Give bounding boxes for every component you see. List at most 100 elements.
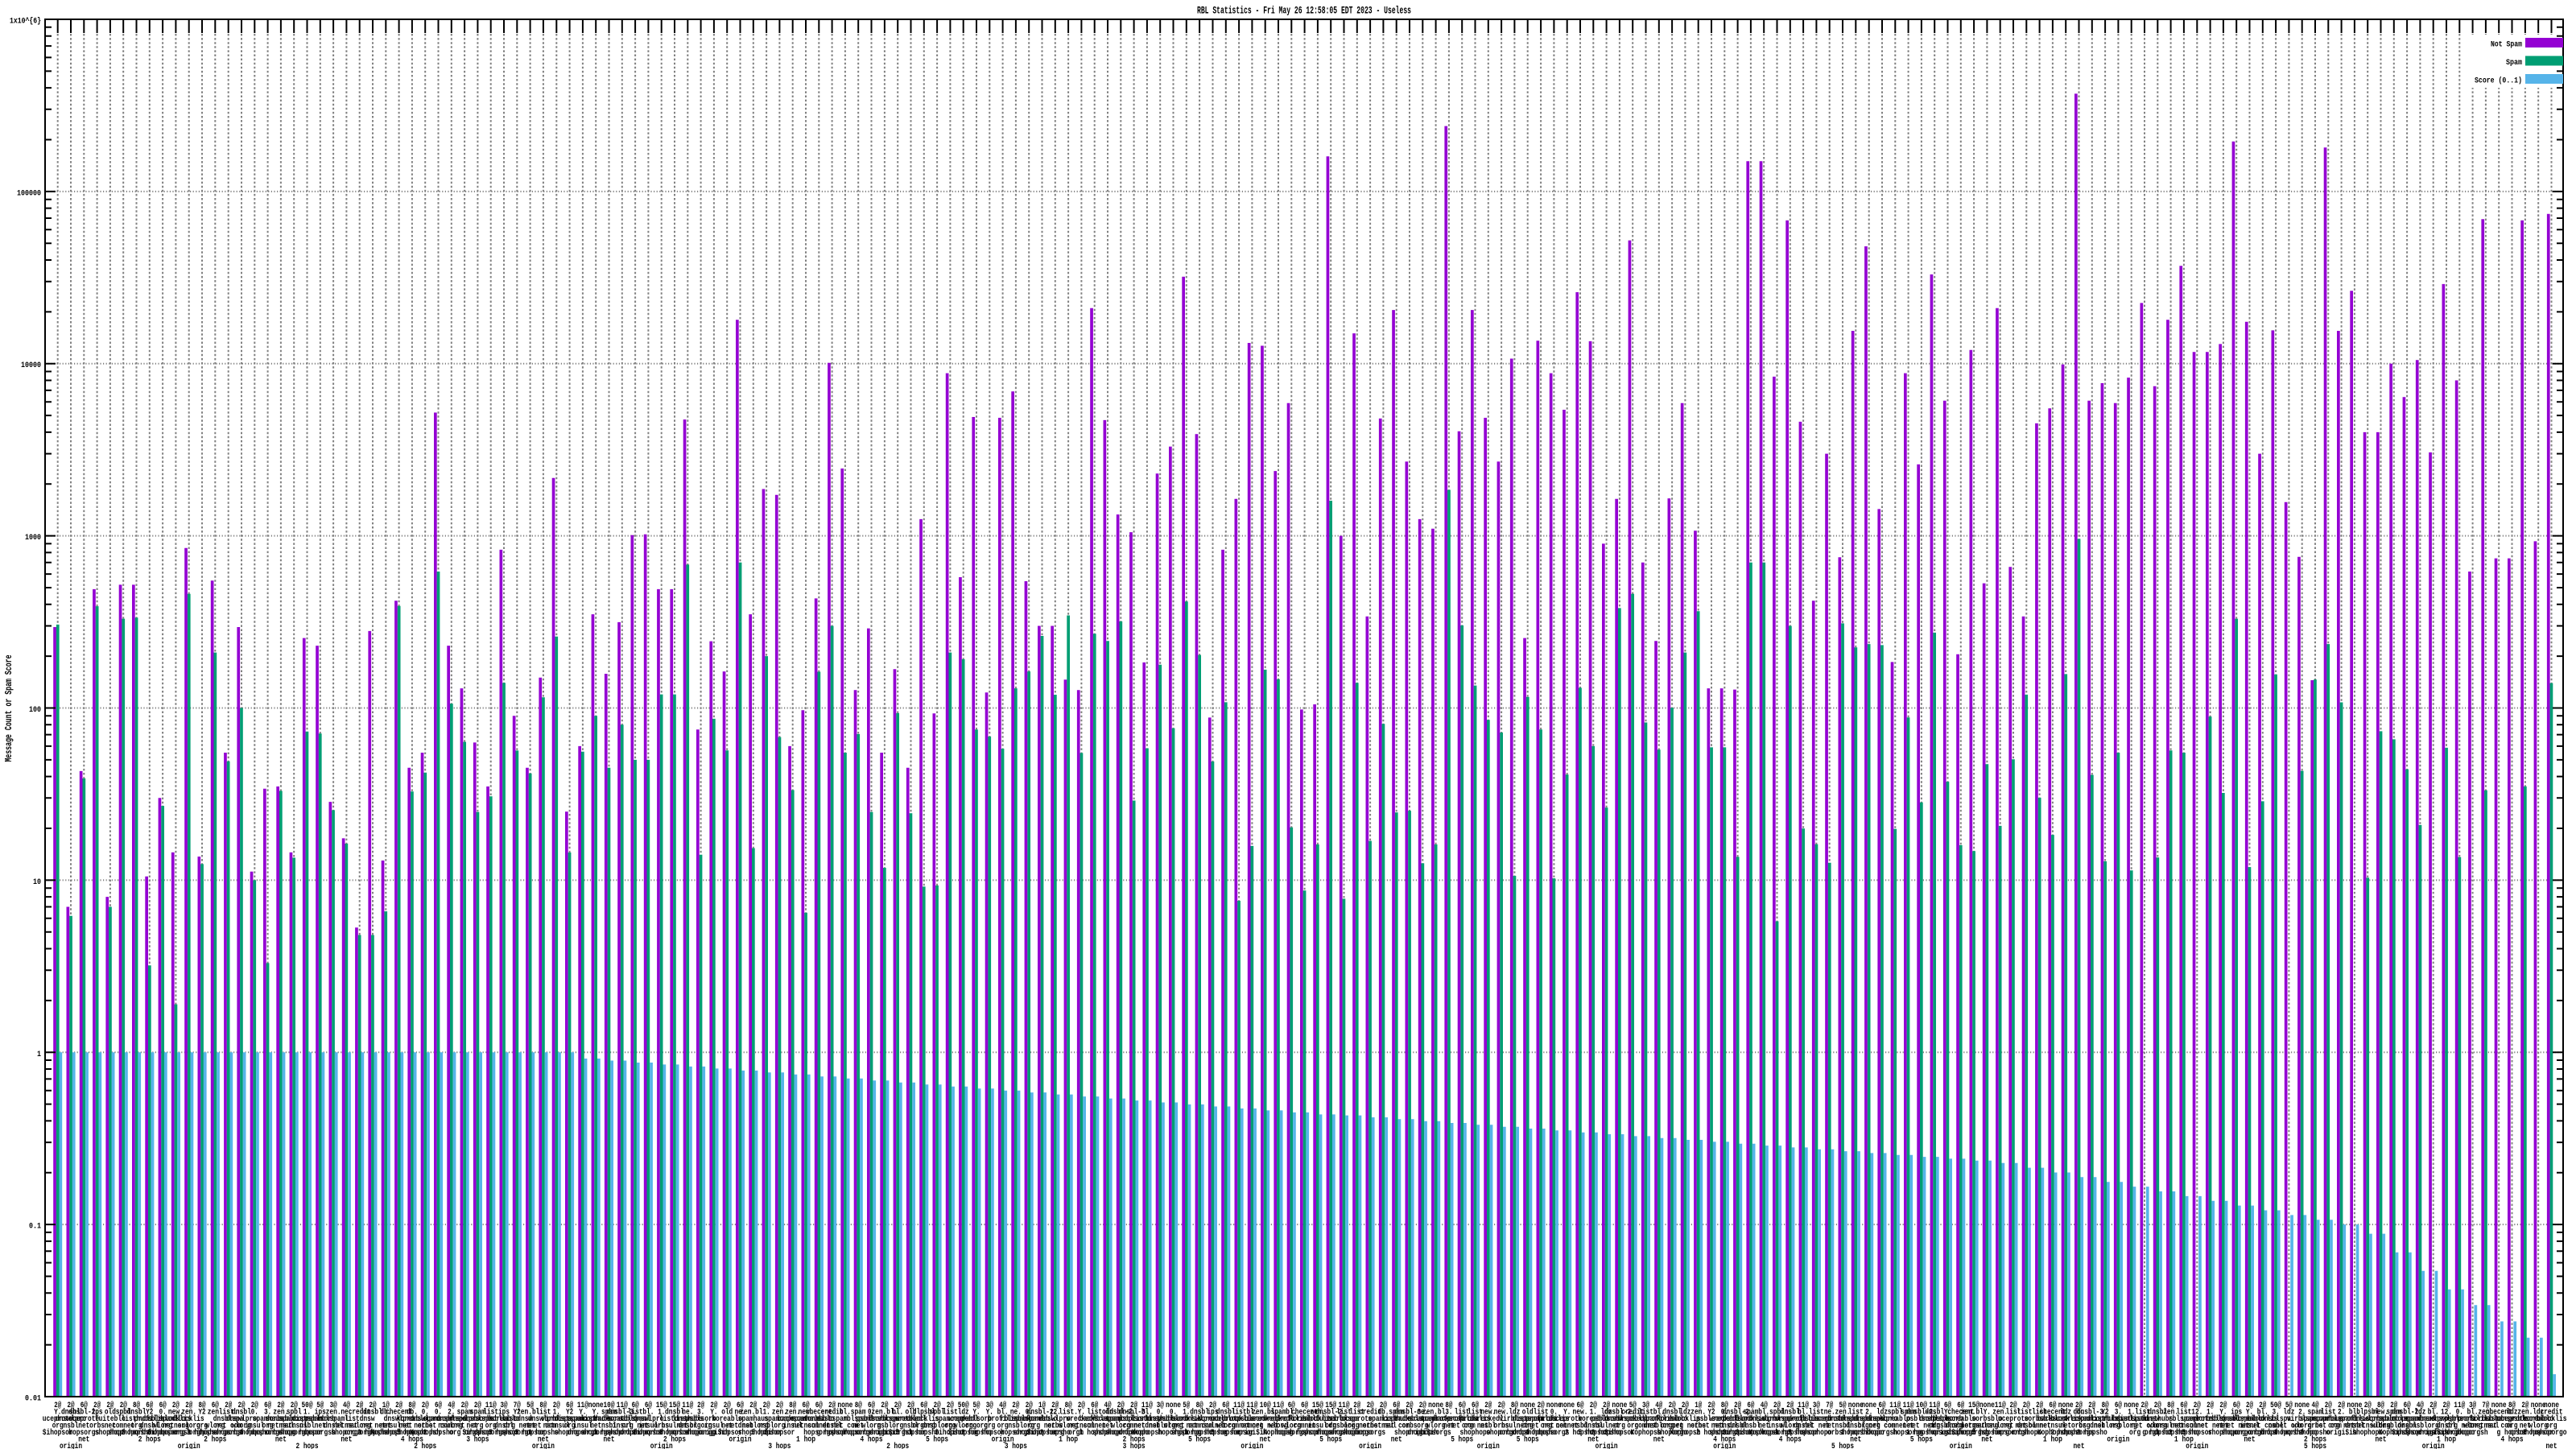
- svg-text:net com: net com: [1383, 1422, 1410, 1431]
- svg-text:blpsbl: blpsbl: [913, 1408, 935, 1418]
- svg-text:org orgh: org orgh: [2235, 1428, 2265, 1438]
- svg-text:12.: 12.: [1050, 1408, 1061, 1418]
- svg-text:net: net: [590, 1422, 601, 1431]
- svg-text:zen.: zen.: [1310, 1408, 1325, 1418]
- svg-text:hoporgsh: hoporgsh: [1867, 1428, 1897, 1438]
- svg-text:net com: net com: [215, 1422, 242, 1431]
- svg-text:2.: 2.: [2298, 1408, 2306, 1418]
- svg-text:ldz: ldz: [1509, 1408, 1520, 1418]
- svg-text:net: net: [2546, 1442, 2557, 1449]
- svg-text:net com: net com: [832, 1422, 858, 1431]
- svg-text:blocklis: blocklis: [1736, 1414, 1766, 1424]
- svg-text:spam: spam: [2386, 1408, 2401, 1418]
- svg-text:nsbl: nsbl: [2111, 1422, 2126, 1431]
- svg-text:1 hopsho: 1 hopsho: [1906, 1428, 1937, 1438]
- svg-text:net net: net net: [346, 1422, 373, 1431]
- svg-text:sorbsblo: sorbsblo: [266, 1414, 296, 1424]
- svg-text:wreckedl: wreckedl: [1709, 1414, 1740, 1424]
- svg-text:2 hopsho: 2 hopsho: [1040, 1428, 1071, 1438]
- svg-text:dnswlpro: dnswlpro: [449, 1414, 480, 1424]
- svg-text:rblspaml: rblspaml: [620, 1414, 650, 1424]
- svg-text:ldz: ldz: [1876, 1408, 1888, 1418]
- svg-text:comnet: comnet: [1084, 1422, 1106, 1431]
- svg-text:new.: new.: [1480, 1408, 1496, 1418]
- svg-text:2@: 2@: [2429, 1401, 2437, 1410]
- svg-text:2 hops: 2 hops: [663, 1435, 686, 1445]
- svg-text:comnet: comnet: [2029, 1422, 2051, 1431]
- svg-text:org: org: [997, 1422, 1009, 1431]
- svg-text:hoporgsh: hoporgsh: [160, 1428, 191, 1438]
- svg-text:4@: 4@: [1655, 1401, 1662, 1410]
- svg-text:bl.: bl.: [642, 1408, 654, 1418]
- svg-text:db.: db.: [407, 1408, 418, 1418]
- svg-text:rblspaml: rblspaml: [2208, 1414, 2239, 1424]
- svg-text:dnsbl-2.: dnsbl-2.: [2392, 1408, 2422, 1418]
- svg-text:3.: 3.: [1445, 1408, 1452, 1418]
- svg-text:5@: 5@: [2285, 1401, 2293, 1410]
- svg-text:Y.: Y.: [1563, 1408, 1571, 1418]
- svg-text:net: net: [315, 1422, 326, 1431]
- svg-text:none: none: [1166, 1401, 1181, 1410]
- svg-text:wlorg: wlorg: [205, 1422, 225, 1431]
- svg-text:Kophopsh: Kophopsh: [1631, 1428, 1662, 1438]
- svg-text:spamcopr: spamcopr: [764, 1414, 795, 1424]
- svg-text:nsulnet: nsulnet: [1199, 1422, 1226, 1431]
- svg-text:shoporgo: shoporgo: [1657, 1428, 1687, 1438]
- svg-text:credit: credit: [1621, 1408, 1644, 1418]
- svg-text:bl.: bl.: [997, 1408, 1009, 1418]
- svg-text:3@: 3@: [2469, 1401, 2476, 1410]
- svg-text:2@: 2@: [277, 1401, 284, 1410]
- svg-text:3 hops: 3 hops: [1123, 1442, 1146, 1449]
- svg-text:2@: 2@: [369, 1401, 377, 1410]
- svg-text:blocklis: blocklis: [160, 1414, 191, 1424]
- svg-text:dnsblorg: dnsblorg: [1644, 1422, 1674, 1431]
- svg-text:dnsblorg: dnsblorg: [1329, 1422, 1360, 1431]
- svg-text:sorbsblo: sorbsblo: [2471, 1414, 2501, 1424]
- svg-text:rblspaml: rblspaml: [2326, 1414, 2357, 1424]
- svg-text:net: net: [1653, 1435, 1665, 1445]
- svg-text:sorbsblo: sorbsblo: [476, 1414, 506, 1424]
- svg-text:100000: 100000: [17, 188, 41, 198]
- svg-text:psblsorb: psblsorb: [1933, 1414, 1963, 1424]
- svg-text:spamcopr: spamcopr: [2379, 1414, 2409, 1424]
- svg-text:shophopo: shophopo: [1801, 1428, 1831, 1438]
- svg-text:2@: 2@: [828, 1401, 836, 1410]
- svg-text:dnsbl: dnsbl: [1846, 1422, 1865, 1431]
- svg-text:hopsorgs: hopsorgs: [1276, 1428, 1307, 1438]
- svg-text:2@: 2@: [1130, 1401, 1137, 1410]
- svg-text:uceprote: uceprote: [2497, 1414, 2528, 1424]
- svg-text:shoporgo: shoporgo: [213, 1428, 244, 1438]
- svg-text:2@: 2@: [422, 1401, 429, 1410]
- svg-text:bl.: bl.: [1286, 1408, 1297, 1418]
- svg-text:none: none: [2544, 1401, 2559, 1410]
- svg-text:comnet: comnet: [2186, 1422, 2208, 1431]
- svg-text:dnsbl: dnsbl: [1728, 1422, 1748, 1431]
- svg-text:shoporgo: shoporgo: [331, 1428, 361, 1438]
- svg-text:5@: 5@: [973, 1401, 980, 1410]
- svg-text:org net: org net: [622, 1422, 649, 1431]
- svg-text:2@: 2@: [1498, 1401, 1505, 1410]
- svg-text:0.: 0.: [251, 1408, 258, 1418]
- svg-text:hopsorgs: hopsorgs: [1893, 1428, 1924, 1438]
- svg-text:1 hopsho: 1 hopsho: [239, 1428, 270, 1438]
- svg-text:org net: org net: [1541, 1422, 1567, 1431]
- svg-text:dnsbl: dnsbl: [678, 1422, 697, 1431]
- svg-text:koreablo: koreablo: [1946, 1414, 1976, 1424]
- svg-text:11@: 11@: [682, 1401, 694, 1410]
- svg-text:dnsbl: dnsbl: [232, 1408, 251, 1418]
- svg-text:rblspaml: rblspaml: [2392, 1414, 2422, 1424]
- svg-text:net com: net com: [2315, 1422, 2342, 1431]
- svg-text:shoporgo: shoporgo: [686, 1428, 716, 1438]
- svg-text:2.: 2.: [2338, 1408, 2345, 1418]
- svg-text:virblspa: virblspa: [1762, 1414, 1794, 1424]
- svg-text:none: none: [1520, 1401, 1535, 1410]
- svg-text:none: none: [2491, 1401, 2507, 1410]
- svg-text:1.: 1.: [553, 1408, 560, 1418]
- svg-text:zen.bl.: zen.bl.: [517, 1408, 543, 1418]
- svg-text:3@: 3@: [330, 1401, 337, 1410]
- svg-text:orgorg: orgorg: [913, 1422, 935, 1431]
- svg-text:shophopo: shophopo: [2444, 1428, 2475, 1438]
- svg-text:spbl: spbl: [116, 1408, 131, 1418]
- svg-text:ldz: ldz: [958, 1408, 969, 1418]
- svg-text:shophopo: shophopo: [1394, 1428, 1425, 1438]
